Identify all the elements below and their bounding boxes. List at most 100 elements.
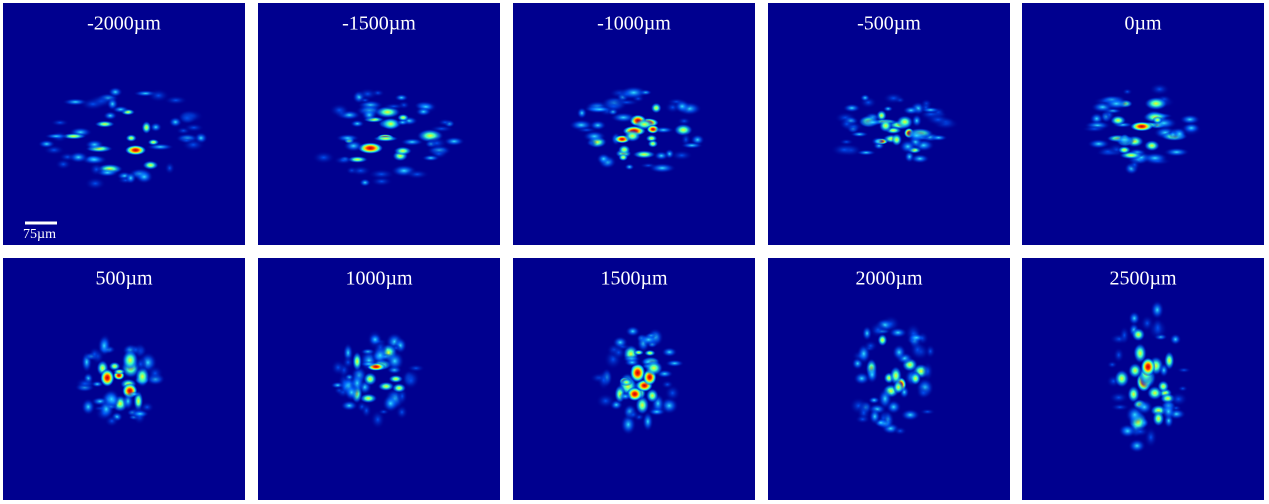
speckle [1128, 158, 1141, 171]
speckle [916, 386, 931, 400]
speckle [349, 165, 372, 177]
panel: 1000µm [258, 258, 500, 500]
speckle [921, 361, 934, 382]
speckle [830, 143, 858, 157]
speckle [868, 396, 881, 405]
speckle [421, 154, 440, 162]
panel: -2000µm 75µm [3, 3, 245, 245]
speckle [582, 130, 607, 143]
speckle [178, 111, 196, 125]
speckle [618, 153, 629, 162]
speckle [130, 409, 150, 418]
speckle [618, 391, 632, 401]
speckle [377, 408, 390, 416]
speckle [68, 151, 89, 164]
speckle [361, 108, 378, 122]
speckle [404, 169, 430, 180]
panel-background [3, 258, 245, 500]
speckle [661, 347, 678, 358]
panel: 1500µm [513, 258, 755, 500]
speckle [147, 88, 170, 103]
speckle [37, 139, 56, 149]
speckle [1161, 403, 1176, 420]
speckle [871, 136, 885, 146]
speckle [595, 393, 616, 409]
panel-label: 1000µm [345, 268, 413, 290]
speckle [146, 365, 164, 382]
speckle [1081, 125, 1108, 133]
speckle [333, 155, 354, 165]
speckle [381, 117, 401, 131]
speckle [899, 139, 917, 154]
speckle [882, 92, 905, 104]
scale-bar-label: 75µm [23, 227, 56, 242]
speckle [900, 408, 921, 421]
speckle [909, 340, 926, 360]
speckle [589, 120, 607, 131]
speckle [50, 118, 70, 127]
speckle [1110, 403, 1130, 412]
panel-label: 2500µm [1109, 268, 1177, 290]
speckle [1163, 147, 1190, 157]
speckle [122, 392, 134, 411]
speckle [856, 149, 877, 156]
speckle [882, 105, 894, 112]
speckle [426, 136, 448, 150]
speckle [1182, 122, 1201, 134]
panel: 500µm [3, 258, 245, 500]
panel-background [258, 258, 500, 500]
panel: 2500µm [1022, 258, 1264, 500]
speckle [644, 349, 656, 357]
speckle [94, 120, 116, 128]
speckle [868, 408, 881, 425]
speckle [343, 139, 364, 152]
speckle [652, 126, 675, 134]
speckle [1127, 362, 1143, 379]
speckle [359, 96, 371, 104]
speckle [1113, 347, 1125, 363]
speckle [377, 381, 395, 392]
speckle [371, 345, 389, 366]
speckle [1118, 424, 1137, 439]
speckle [135, 169, 154, 184]
speckle [100, 368, 115, 387]
speckle [344, 383, 360, 402]
speckle [84, 139, 105, 150]
panel-label: 0µm [1124, 13, 1162, 35]
speckle [620, 378, 633, 387]
speckle [400, 137, 424, 146]
speckle [633, 349, 645, 356]
speckle [125, 134, 138, 143]
speckle [329, 103, 350, 118]
speckle [121, 349, 139, 372]
speckle [596, 369, 611, 391]
speckle [1128, 438, 1146, 453]
speckle [312, 150, 336, 165]
speckle [88, 346, 101, 362]
speckle [677, 117, 691, 126]
speckle [359, 393, 378, 404]
speckle [648, 162, 677, 174]
speckle [680, 142, 704, 149]
speckle [363, 372, 378, 386]
speckle [1131, 327, 1146, 342]
speckle [1096, 146, 1120, 157]
speckle [1177, 385, 1189, 392]
speckle [149, 122, 163, 133]
speckle [1128, 311, 1141, 326]
speckle [1149, 83, 1170, 96]
speckle [1172, 127, 1187, 141]
speckle [75, 377, 95, 390]
speckle [648, 407, 666, 416]
speckle [919, 408, 936, 415]
speckle [1119, 325, 1130, 345]
speckle [910, 153, 930, 164]
panel-label: -2000µm [87, 13, 161, 35]
speckle [112, 368, 126, 375]
panel: -500µm [768, 3, 1010, 245]
speckle [103, 111, 118, 121]
speckle [861, 325, 873, 341]
speckle [1141, 152, 1169, 164]
